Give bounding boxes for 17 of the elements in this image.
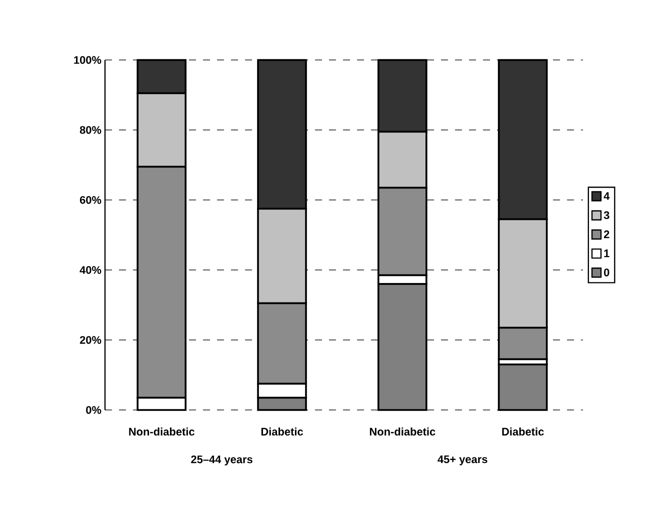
- x-tick-label: Non-diabetic: [129, 428, 194, 436]
- y-tick-label: 80%: [80, 126, 102, 134]
- x-tick-label: Diabetic: [502, 428, 544, 436]
- x-tick-label: Diabetic: [261, 428, 303, 436]
- legend-label: 3: [604, 211, 610, 220]
- x-tick-label: Non-diabetic: [370, 428, 436, 436]
- legend-label: 4: [604, 192, 610, 200]
- y-tick-label: 0%: [86, 406, 102, 414]
- y-tick-label: 40%: [80, 266, 102, 274]
- legend-label: 0: [604, 268, 610, 276]
- text: 25–44 years: [191, 456, 252, 466]
- y-tick-label: 20%: [80, 336, 102, 344]
- y-tick-label: 100%: [74, 56, 102, 64]
- y-tick-label: 60%: [80, 196, 102, 204]
- legend-label: 2: [604, 230, 610, 238]
- legend-label: 1: [604, 250, 610, 258]
- text: 45+ years: [438, 456, 488, 466]
